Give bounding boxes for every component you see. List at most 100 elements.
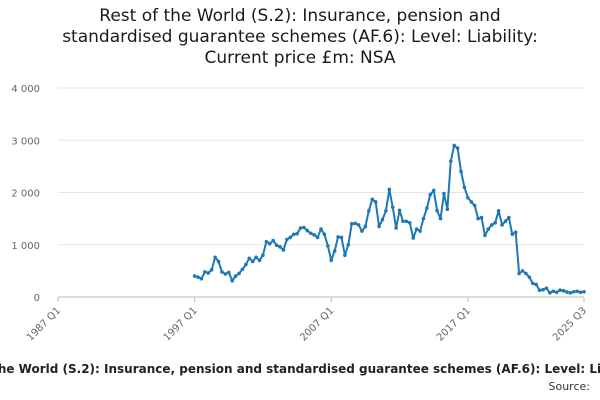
- x-tick-label: 1997 Q1: [162, 305, 200, 343]
- data-point: [230, 279, 234, 283]
- data-point: [250, 259, 255, 264]
- data-point: [336, 235, 340, 239]
- data-point: [455, 146, 460, 150]
- data-point: [216, 259, 221, 264]
- data-point: [349, 222, 354, 226]
- data-point: [308, 231, 313, 236]
- data-point: [257, 258, 262, 263]
- data-point: [305, 228, 310, 233]
- data-point: [530, 281, 535, 286]
- data-point: [401, 219, 405, 224]
- data-point: [568, 291, 573, 295]
- data-point: [291, 232, 296, 237]
- data-point: [479, 215, 484, 220]
- data-point: [493, 221, 497, 225]
- series-line: [194, 144, 585, 294]
- data-point: [373, 200, 378, 204]
- data-point: [220, 270, 224, 274]
- data-point: [462, 185, 467, 190]
- data-point: [483, 233, 487, 238]
- data-point: [223, 272, 228, 276]
- data-point: [363, 224, 368, 229]
- data-point: [213, 255, 217, 260]
- data-point: [332, 249, 337, 253]
- data-point: [438, 216, 443, 221]
- data-point: [312, 233, 316, 237]
- data-point: [209, 268, 214, 272]
- data-point: [548, 291, 552, 295]
- legend-series-label: Rest of the World (S.2): Insurance, pens…: [0, 362, 600, 376]
- legend: Rest of the World (S.2): Insurance, pens…: [0, 362, 600, 380]
- data-point: [435, 208, 439, 213]
- data-point: [387, 187, 392, 192]
- data-point: [271, 238, 275, 243]
- data-point: [264, 239, 269, 244]
- data-point: [500, 223, 504, 227]
- y-tick-label: 3 000: [11, 136, 40, 147]
- data-point: [571, 289, 576, 294]
- data-point: [452, 143, 457, 148]
- data-point: [274, 243, 279, 248]
- data-point: [339, 235, 344, 240]
- chart-title-line-2: standardised guarantee schemes (AF.6): L…: [62, 27, 538, 47]
- data-point: [544, 286, 549, 290]
- data-point: [353, 221, 357, 226]
- data-point: [319, 227, 323, 231]
- data-point: [380, 217, 385, 222]
- data-point: [356, 223, 361, 227]
- data-point: [578, 290, 583, 295]
- data-point: [267, 241, 272, 246]
- data-point: [326, 244, 330, 248]
- data-point: [390, 205, 395, 209]
- data-point: [503, 219, 508, 224]
- data-point: [203, 270, 207, 274]
- data-point: [288, 235, 293, 240]
- data-point: [448, 159, 453, 163]
- data-point: [360, 229, 364, 233]
- data-point: [261, 253, 265, 257]
- data-point: [411, 236, 416, 240]
- data-point: [554, 290, 559, 295]
- data-point: [425, 206, 429, 210]
- data-point: [541, 287, 545, 292]
- chart-title-line-3: Current price £m: NSA: [204, 48, 396, 68]
- data-point: [254, 255, 258, 260]
- data-point: [237, 271, 241, 276]
- data-point: [370, 197, 375, 202]
- data-point: [226, 270, 231, 275]
- data-point: [534, 282, 538, 287]
- data-point: [507, 215, 511, 220]
- data-point: [418, 229, 422, 233]
- data-point: [469, 200, 474, 204]
- data-point: [537, 288, 542, 293]
- data-point: [421, 216, 426, 221]
- data-point: [329, 258, 334, 263]
- data-point: [346, 242, 351, 247]
- data-point: [196, 275, 200, 279]
- data-point: [302, 225, 306, 230]
- data-point: [240, 267, 245, 272]
- data-point: [428, 192, 433, 197]
- data-point: [315, 235, 320, 240]
- data-point: [278, 245, 282, 249]
- data-point: [472, 203, 477, 208]
- data-point: [476, 216, 480, 221]
- data-point: [431, 188, 436, 193]
- x-tick-label: 2025 Q3: [551, 305, 589, 343]
- data-point: [384, 208, 388, 213]
- data-point: [377, 224, 381, 229]
- data-point: [513, 230, 518, 235]
- data-point: [517, 271, 521, 276]
- data-point: [575, 289, 579, 294]
- data-point: [414, 227, 419, 231]
- chart-title: Rest of the World (S.2): Insurance, pens…: [0, 6, 600, 69]
- data-point: [520, 269, 525, 273]
- data-point: [394, 226, 398, 230]
- data-point: [322, 232, 327, 237]
- data-point: [192, 274, 197, 278]
- data-point: [445, 207, 450, 212]
- data-point: [244, 262, 248, 267]
- x-tick-label: 2007 Q1: [298, 305, 336, 343]
- data-point: [397, 208, 402, 213]
